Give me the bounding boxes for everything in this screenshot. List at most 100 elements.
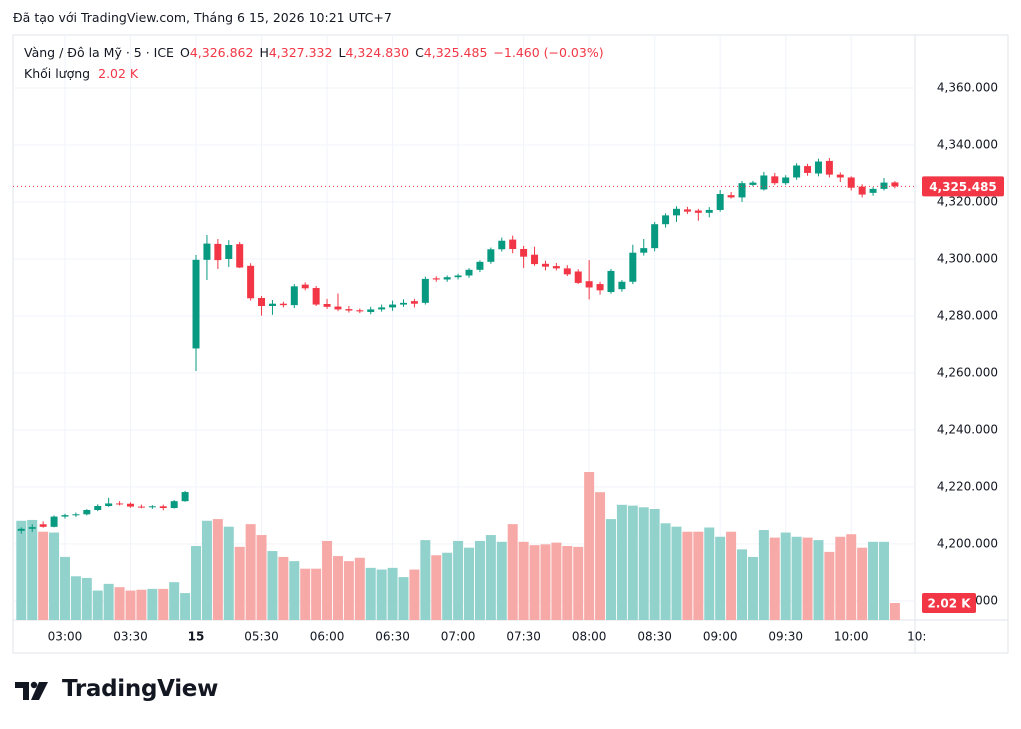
y-tick-label: 4,360.000: [937, 81, 998, 95]
candle-body: [61, 515, 69, 517]
y-tick-label: 4,240.000: [937, 422, 998, 436]
volume-bar: [562, 546, 573, 620]
volume-bar: [758, 530, 769, 620]
low-value: 4,324.830: [345, 45, 410, 60]
candle-body: [28, 527, 36, 529]
x-tick-label: 08:30: [637, 630, 672, 644]
volume-bar: [737, 549, 748, 620]
volume-bar: [267, 551, 278, 620]
volume-bar: [540, 544, 551, 620]
volume-bar: [409, 569, 420, 620]
candle-body: [651, 224, 659, 249]
y-tick-label: 4,320.000: [937, 194, 998, 208]
candle-body: [683, 209, 691, 212]
volume-bar: [420, 540, 431, 620]
candle-body: [498, 240, 506, 250]
open-value: 4,326.862: [189, 45, 254, 60]
close-value: 4,325.485: [423, 45, 488, 60]
candle-body: [225, 245, 233, 259]
legend-volume: Khối lượng 2.02 K: [24, 66, 138, 81]
volume-bar: [889, 603, 900, 620]
volume-bar: [49, 532, 60, 620]
x-tick-label: 10:00: [834, 630, 869, 644]
candle-body: [585, 281, 593, 288]
volume-bar: [627, 505, 638, 620]
volume-bar: [343, 561, 354, 620]
volume-bar: [584, 472, 595, 620]
x-tick-label: 06:30: [375, 630, 410, 644]
candle-body: [159, 506, 167, 509]
candle-body: [640, 248, 648, 253]
candle-body: [771, 176, 779, 184]
volume-bar: [234, 546, 245, 620]
volume-bar: [474, 540, 485, 620]
x-tick-label: 07:00: [441, 630, 476, 644]
candle-body: [760, 175, 768, 190]
volume-bar: [616, 504, 627, 620]
candle-body: [170, 501, 178, 509]
volume-bar: [769, 537, 780, 620]
volume-bar: [693, 531, 704, 620]
volume-bar: [387, 567, 398, 620]
volume-bar: [136, 589, 147, 620]
candle-body: [804, 166, 812, 173]
volume-bar: [726, 531, 737, 620]
x-tick-label: 09:00: [703, 630, 738, 644]
candle-body: [94, 506, 102, 511]
candle-body: [378, 307, 386, 310]
volume-bar: [857, 547, 868, 620]
candle-body: [880, 182, 888, 189]
volume-bar: [376, 569, 387, 620]
candle-body: [825, 160, 833, 175]
volume-bar: [813, 540, 824, 620]
volume-bar: [671, 526, 682, 620]
chart-frame: [12, 34, 1009, 654]
volume-value: 2.02 K: [98, 66, 139, 81]
candle-body: [279, 303, 287, 306]
y-tick-label: 4,200.000: [937, 536, 998, 550]
volume-bar: [431, 555, 442, 620]
volume-bar: [529, 545, 540, 620]
x-tick-label: 07:30: [506, 630, 541, 644]
volume-bar: [256, 535, 267, 620]
volume-bar: [868, 541, 879, 620]
candle-body: [247, 265, 255, 299]
volume-bar: [551, 542, 562, 620]
x-tick-label: 15: [188, 630, 205, 644]
last-volume-label: 2.02 K: [927, 597, 971, 611]
candle-body: [410, 301, 418, 304]
volume-bar: [147, 588, 158, 620]
candle-body: [116, 503, 124, 505]
volume-bar: [485, 535, 496, 620]
volume-bar: [212, 519, 223, 620]
candle-body: [323, 303, 331, 307]
volume-bar: [496, 541, 507, 620]
candle-body: [367, 309, 375, 312]
candle-body: [596, 284, 604, 291]
volume-bar: [442, 552, 453, 620]
volume-bar: [824, 551, 835, 620]
candle-body: [203, 243, 211, 260]
candle-body: [574, 271, 582, 283]
volume-bar: [289, 561, 300, 620]
volume-bar: [245, 524, 256, 620]
candle-body: [432, 278, 440, 280]
volume-bar: [638, 507, 649, 620]
y-tick-label: 4,300.000: [937, 251, 998, 265]
candle-body: [814, 161, 822, 174]
volume-bar: [835, 536, 846, 620]
candle-body: [727, 195, 735, 198]
volume-bar: [649, 509, 660, 620]
volume-bar: [595, 492, 606, 620]
volume-bar: [573, 546, 584, 620]
volume-bar: [682, 531, 693, 620]
last-price-box: [922, 176, 1004, 197]
volume-pane: [16, 472, 900, 620]
candle-body: [301, 284, 309, 289]
y-tick-label: 4,340.000: [937, 137, 998, 151]
candle-body: [105, 503, 113, 507]
symbol: Vàng / Đô la Mỹ · 5 · ICE: [24, 45, 174, 60]
volume-bar: [507, 524, 518, 620]
volume-bar: [660, 523, 671, 620]
